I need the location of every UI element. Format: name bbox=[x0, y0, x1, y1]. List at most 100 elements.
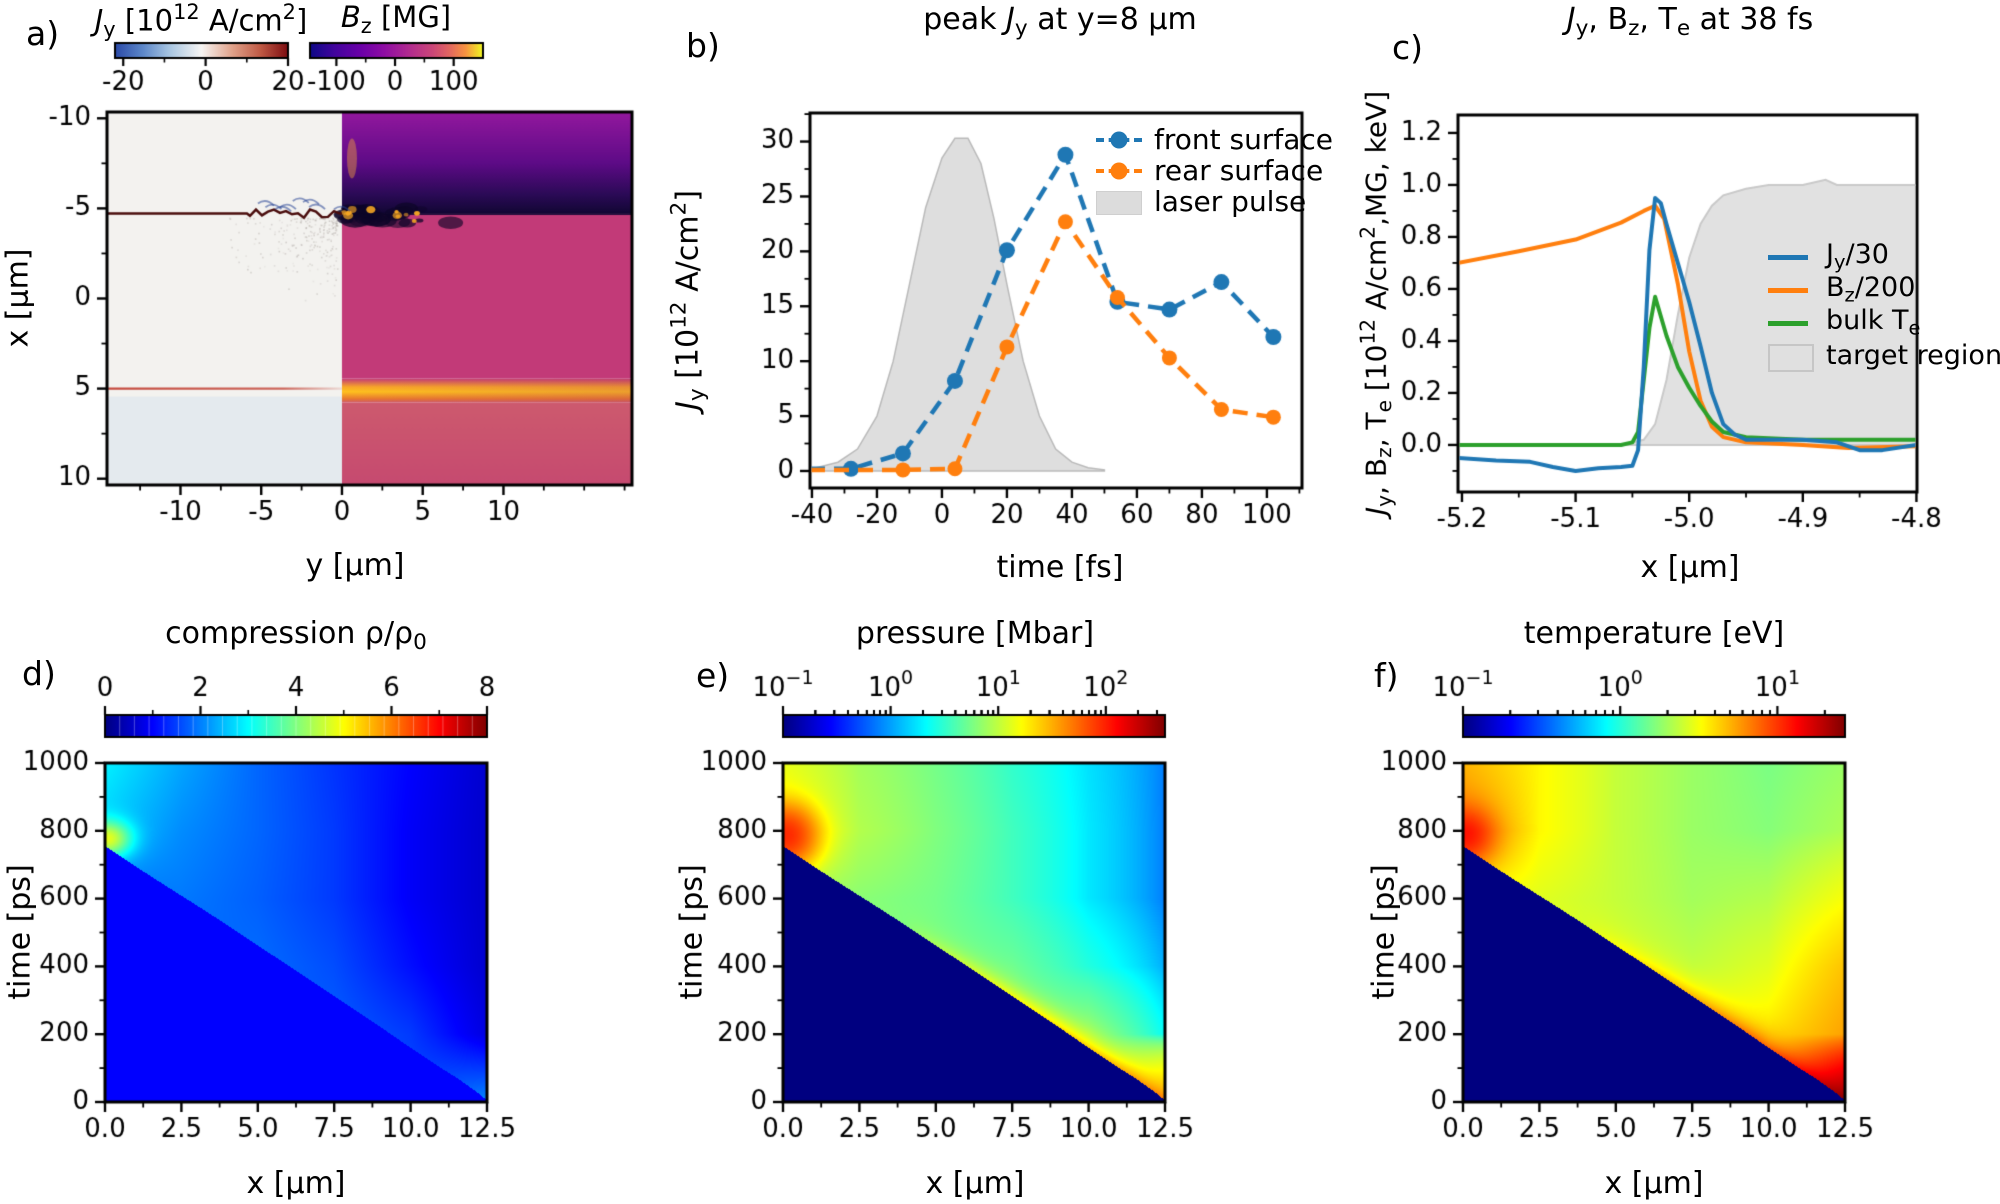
panel-e-letter: e) bbox=[696, 656, 730, 695]
panel-d: d) compression ρ/ρ0 time [ps] x [μm] bbox=[0, 600, 660, 1204]
text-run: A/cm bbox=[199, 3, 283, 38]
panel-e-ylabel: time [ps] bbox=[674, 864, 710, 1000]
text-run: 12 bbox=[666, 301, 692, 329]
text-run: y bbox=[1372, 494, 1397, 507]
panel-b-legend: front surface rear surface laser pulse bbox=[1096, 123, 1333, 218]
text-run: J bbox=[670, 401, 706, 410]
panel-c-legend: Jy/30 Bz/200 bulk Te target region bbox=[1768, 239, 2000, 372]
text-run: y bbox=[1014, 16, 1028, 42]
text-run: A/cm bbox=[1359, 238, 1393, 319]
text-run: 2 bbox=[666, 201, 692, 216]
text-run: ] bbox=[670, 190, 706, 202]
text-run: , T bbox=[1639, 2, 1677, 37]
text-run: [10 bbox=[1359, 344, 1393, 401]
text-run: B bbox=[340, 0, 361, 34]
panel-a-xlabel: y [μm] bbox=[305, 548, 405, 583]
panel-f-ylabel: time [ps] bbox=[1366, 864, 1402, 1000]
panel-a-canvas bbox=[0, 0, 660, 600]
text-run: y bbox=[103, 17, 116, 42]
panel-e-canvas bbox=[660, 600, 1360, 1204]
panel-c-canvas bbox=[1360, 0, 2000, 600]
text-run: e bbox=[1676, 16, 1691, 42]
panel-c-title: Jy, Bz, Te at 38 fs bbox=[1567, 2, 1813, 41]
panel-f-xlabel: x [μm] bbox=[1604, 1166, 1704, 1201]
rear-surface-marker bbox=[1096, 161, 1142, 181]
text-run: A/cm bbox=[670, 215, 706, 302]
text-run: J bbox=[1006, 2, 1015, 37]
panel-e-xlabel: x [μm] bbox=[925, 1166, 1025, 1201]
legend-label: bulk Te bbox=[1826, 305, 1921, 340]
panel-d-letter: d) bbox=[22, 654, 56, 693]
text-run: 12 bbox=[173, 0, 200, 24]
text-run: at 38 fs bbox=[1690, 2, 1814, 37]
text-run: y bbox=[1575, 16, 1589, 42]
laser-pulse-patch-icon bbox=[1096, 190, 1142, 215]
legend-item-2: bulk Te bbox=[1768, 305, 2000, 340]
panel-b: b) peak Jy at y=8 μm Jy [1012 A/cm2] tim… bbox=[660, 0, 1360, 600]
panel-d-ylabel: time [ps] bbox=[2, 864, 38, 1000]
panel-f-letter: f) bbox=[1374, 656, 1399, 695]
panel-c-xlabel: x [μm] bbox=[1640, 550, 1740, 585]
text-run: at y=8 μm bbox=[1027, 2, 1197, 37]
text-run: J bbox=[1359, 506, 1393, 516]
text-run: , T bbox=[1359, 412, 1393, 448]
text-run: [10 bbox=[115, 3, 174, 38]
pressure-colorbar-title: pressure [Mbar] bbox=[856, 616, 1094, 651]
text-run: , B bbox=[1588, 2, 1629, 37]
panel-b-title: peak Jy at y=8 μm bbox=[923, 2, 1196, 41]
text-run: z bbox=[360, 13, 372, 38]
panel-c: c) Jy, Bz, Te at 38 fs Jy, Bz, Te [1012 … bbox=[1356, 0, 2000, 600]
legend-patch-icon bbox=[1768, 343, 1814, 372]
text-run: [MG] bbox=[371, 0, 452, 34]
bz-colorbar-title: Bz [MG] bbox=[341, 0, 451, 38]
front-surface-dot-icon bbox=[1110, 131, 1128, 148]
panel-f-canvas bbox=[1360, 600, 2000, 1204]
legend-label: Jy/30 bbox=[1826, 239, 1889, 274]
panel-e: e) pressure [Mbar] time [ps] x [μm] bbox=[660, 600, 1360, 1204]
text-run: y bbox=[684, 388, 710, 402]
jy-colorbar-title: Jy [1012 A/cm2] bbox=[95, 0, 308, 41]
legend-item-front-surface: front surface bbox=[1096, 123, 1333, 156]
text-run: e bbox=[1372, 400, 1397, 413]
compression-colorbar-title: compression ρ/ρ0 bbox=[165, 616, 427, 655]
text-run: J bbox=[1566, 2, 1576, 37]
text-run: 2 bbox=[1355, 225, 1380, 239]
front-surface-marker bbox=[1096, 130, 1142, 150]
text-run: J bbox=[94, 3, 104, 38]
legend-line-icon bbox=[1768, 313, 1814, 333]
panel-d-canvas bbox=[0, 600, 660, 1204]
temperature-colorbar-title: temperature [eV] bbox=[1524, 616, 1785, 651]
legend-label-laser-pulse: laser pulse bbox=[1154, 185, 1307, 218]
legend-item-laser-pulse: laser pulse bbox=[1096, 185, 1333, 218]
panel-c-letter: c) bbox=[1392, 28, 1424, 67]
panel-a-letter: a) bbox=[26, 14, 60, 53]
text-run: ] bbox=[295, 3, 308, 38]
text-run: , B bbox=[1359, 457, 1393, 495]
panel-f: f) temperature [eV] time [ps] x [μm] bbox=[1360, 600, 2000, 1204]
text-run: ,MG, keV] bbox=[1359, 90, 1393, 226]
panel-a: a) Jy [1012 A/cm2] Bz [MG] x [μm] y [μm] bbox=[0, 0, 660, 600]
text-run: 2 bbox=[282, 0, 296, 24]
panel-c-ylabel: Jy, Bz, Te [1012 A/cm2,MG, keV] bbox=[1356, 91, 1397, 515]
legend-label: Bz/200 bbox=[1826, 272, 1916, 307]
legend-line-icon bbox=[1768, 247, 1814, 267]
legend-line-icon bbox=[1768, 280, 1814, 300]
legend-label-front-surface: front surface bbox=[1154, 123, 1333, 156]
text-run: pressure [Mbar] bbox=[855, 616, 1095, 651]
legend-item-1: Bz/200 bbox=[1768, 272, 2000, 307]
text-run: temperature [eV] bbox=[1523, 616, 1785, 651]
text-run: 12 bbox=[1355, 318, 1380, 345]
rear-surface-dot-icon bbox=[1110, 162, 1128, 179]
panel-a-ylabel: x [μm] bbox=[0, 248, 36, 348]
panel-b-ylabel: Jy [1012 A/cm2] bbox=[667, 190, 710, 410]
legend-item-3: target region bbox=[1768, 339, 2000, 372]
text-run: compression ρ/ρ bbox=[165, 616, 414, 651]
legend-item-0: Jy/30 bbox=[1768, 239, 2000, 274]
text-run: [10 bbox=[670, 328, 706, 389]
text-run: 0 bbox=[413, 630, 427, 656]
text-run: peak bbox=[923, 2, 1007, 37]
legend-label-rear-surface: rear surface bbox=[1154, 154, 1324, 187]
panel-b-xlabel: time [fs] bbox=[996, 550, 1124, 585]
text-run: z bbox=[1372, 447, 1397, 458]
legend-item-rear-surface: rear surface bbox=[1096, 154, 1333, 187]
